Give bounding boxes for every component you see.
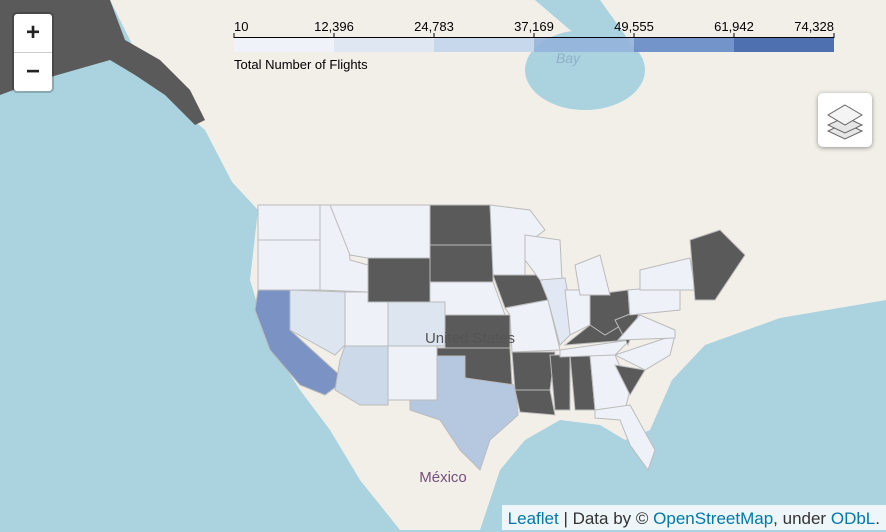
- state: [257, 204, 321, 241]
- legend-tick-label: 24,783: [414, 19, 454, 34]
- layers-control[interactable]: [818, 93, 872, 147]
- state: [594, 404, 656, 472]
- state: [559, 339, 632, 358]
- zoom-in[interactable]: +: [25, 19, 40, 46]
- layers-icon: [826, 104, 864, 140]
- zoom-control: + −: [12, 12, 54, 93]
- zoom-out[interactable]: −: [14, 52, 52, 91]
- states: [254, 204, 746, 472]
- legend-swatch: [434, 38, 534, 52]
- legend-tick-label: 74,328: [794, 19, 834, 34]
- attribution: Leaflet | Data by © OpenStreetMap, under…: [501, 505, 886, 530]
- state: [574, 254, 611, 296]
- state: [616, 314, 676, 341]
- state: [613, 334, 676, 371]
- attribution-text: , under: [773, 509, 827, 528]
- legend-swatch: [234, 38, 334, 52]
- legend-tick-label: 61,942: [714, 19, 754, 34]
- state: [689, 229, 746, 301]
- link[interactable]: Leaflet: [507, 509, 559, 528]
- legend-swatch: [534, 38, 634, 52]
- legend-swatch: [633, 38, 735, 52]
- state: [429, 204, 494, 246]
- state: [614, 364, 646, 397]
- legend-swatch: [333, 38, 435, 52]
- state: [511, 351, 556, 391]
- attribution-text: .: [875, 509, 880, 528]
- legend-tick-label: 49,555: [614, 19, 654, 34]
- state: [387, 345, 438, 401]
- country-label: México: [419, 469, 467, 486]
- legend-caption: Total Number of Flights: [234, 57, 368, 72]
- link[interactable]: ODbL: [830, 509, 876, 528]
- state: [409, 355, 519, 471]
- legend-swatch: [734, 38, 834, 52]
- state: [367, 257, 431, 303]
- legend-tick-label: 12,396: [314, 19, 354, 34]
- state: [504, 299, 561, 353]
- bay-label: Bay: [556, 50, 581, 66]
- country-label: United States: [425, 330, 515, 347]
- state: [257, 239, 321, 291]
- legend-tick-label: 37,169: [514, 19, 554, 34]
- legend-tick-label: 10: [234, 19, 248, 34]
- state: [429, 244, 494, 283]
- attribution-text: | Data by ©: [563, 509, 649, 528]
- state: [289, 289, 346, 356]
- link[interactable]: OpenStreetMap: [653, 509, 774, 528]
- legend: Total Number of Flights 10 12,396 24,783 37…: [233, 19, 835, 72]
- state: [514, 389, 556, 416]
